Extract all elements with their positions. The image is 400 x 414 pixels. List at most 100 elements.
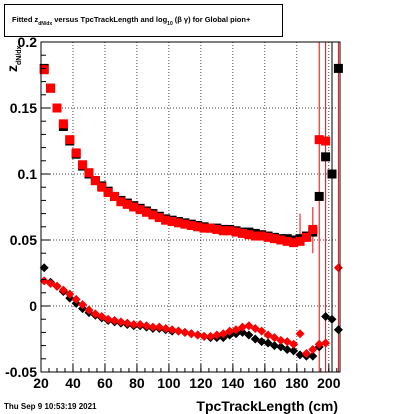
data-point: [180, 219, 190, 229]
data-point: [269, 341, 279, 351]
data-point: [148, 322, 158, 332]
data-point: [250, 334, 260, 344]
data-point: [110, 191, 120, 201]
y-axis-title-subscript: dN/dx: [16, 45, 23, 65]
y-axis-title: zdN/dx: [4, 45, 23, 72]
data-point: [321, 152, 331, 162]
data-point: [237, 322, 247, 332]
data-point: [161, 215, 171, 225]
data-point: [52, 103, 62, 113]
data-point: [308, 224, 318, 234]
y-tick-label: 0: [29, 298, 37, 314]
data-point: [276, 235, 286, 245]
title-middle: versus TpcTrackLength and log: [52, 15, 167, 24]
data-point: [97, 312, 107, 322]
data-point: [301, 232, 311, 242]
data-point: [244, 230, 254, 240]
x-tick-label: 60: [97, 375, 113, 391]
x-tick-label: 180: [285, 375, 309, 391]
data-point: [314, 339, 324, 349]
chart-title: Fitted zdN/dx versus TpcTrackLength and …: [12, 15, 251, 27]
data-point: [333, 263, 343, 273]
data-point: [295, 329, 305, 339]
data-point: [122, 318, 132, 328]
data-point: [212, 330, 222, 340]
data-point: [218, 226, 228, 236]
data-point: [327, 314, 337, 324]
data-point: [282, 236, 292, 246]
data-point: [186, 329, 196, 339]
data-point: [97, 182, 107, 192]
data-point: [180, 327, 190, 337]
data-point: [250, 323, 260, 333]
axis-ticks: [40, 41, 338, 373]
data-point: [174, 218, 184, 228]
x-tick-label: 120: [189, 375, 213, 391]
data-point: [225, 326, 235, 336]
title-paren: (β γ) for Global pion+: [175, 15, 251, 24]
data-point: [289, 346, 299, 356]
x-axis-title: TpcTrackLength (cm): [196, 398, 338, 414]
x-tick-label: 140: [221, 375, 245, 391]
data-point: [46, 279, 56, 289]
y-tick-label: 0.1: [18, 166, 38, 182]
data-point: [308, 351, 318, 361]
data-point: [103, 187, 113, 197]
data-point: [314, 135, 324, 145]
data-point: [58, 119, 68, 129]
data-point: [212, 224, 222, 234]
data-point: [39, 65, 49, 75]
data-point: [110, 316, 120, 326]
title-prefix: Fitted z: [12, 15, 38, 24]
data-point: [333, 63, 343, 73]
data-point: [244, 330, 254, 340]
data-point: [65, 135, 75, 145]
data-point: [167, 217, 177, 227]
x-tick-label: 80: [129, 375, 145, 391]
data-point: [257, 337, 267, 347]
data-point: [167, 325, 177, 335]
data-point: [84, 305, 94, 315]
data-point: [321, 338, 331, 348]
x-tick-label: 200: [317, 375, 341, 391]
data-point: [103, 314, 113, 324]
data-point: [263, 338, 273, 348]
data-point: [142, 321, 152, 331]
x-tick-label: 40: [65, 375, 81, 391]
data-point: [295, 236, 305, 246]
data-point: [205, 331, 215, 341]
data-point: [90, 176, 100, 186]
data-point: [65, 289, 75, 299]
title-middle-subscript: 10: [167, 21, 173, 27]
data-point: [308, 345, 318, 355]
data-point: [142, 207, 152, 217]
data-point: [71, 294, 81, 304]
data-point: [276, 342, 286, 352]
data-point: [193, 330, 203, 340]
data-point: [269, 234, 279, 244]
data-point: [333, 325, 343, 335]
title-prefix-subscript: dN/dx: [38, 21, 52, 27]
data-point: [314, 191, 324, 201]
data-point: [321, 136, 331, 146]
data-point: [289, 238, 299, 248]
data-point: [161, 323, 171, 333]
title-box: [4, 4, 283, 37]
data-point: [186, 220, 196, 230]
data-point: [244, 321, 254, 331]
x-tick-label: 100: [157, 375, 181, 391]
data-point: [282, 337, 292, 347]
data-point: [135, 319, 145, 329]
data-point: [301, 349, 311, 359]
y-tick-label: 0.05: [10, 232, 37, 248]
y-tick-label: -0.05: [5, 364, 37, 380]
data-point: [327, 169, 337, 179]
data-point: [231, 227, 241, 237]
data-point: [282, 345, 292, 355]
y-tick-label: 0.15: [10, 100, 37, 116]
data-point: [116, 197, 126, 207]
data-point: [84, 168, 94, 178]
data-point: [237, 228, 247, 238]
data-point: [129, 319, 139, 329]
data-point: [90, 309, 100, 319]
